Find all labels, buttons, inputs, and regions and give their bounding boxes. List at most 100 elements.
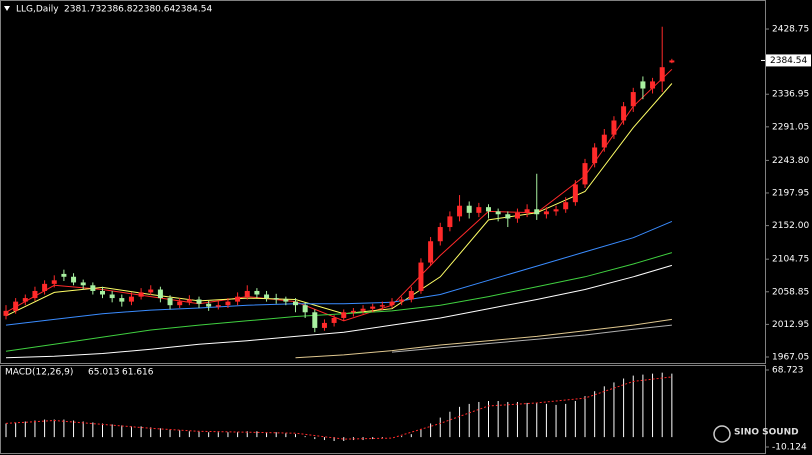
candle-body (428, 241, 434, 263)
candle-body (350, 310, 356, 313)
current-price-box (766, 54, 811, 67)
candle-body (80, 282, 86, 286)
signal-line (5, 376, 672, 440)
candle-body (157, 289, 163, 299)
candle-body (447, 216, 453, 228)
candle-body (32, 290, 38, 299)
y-tick-label: 2152.00 (772, 221, 809, 231)
candle-body (582, 163, 588, 185)
candle-body (293, 301, 298, 306)
candle-body (418, 262, 424, 291)
chart-title: LLG,Daily (16, 5, 59, 15)
candle-body (264, 294, 270, 299)
current-price-label: 2384.54 (770, 56, 807, 66)
candle-body (321, 322, 327, 328)
y-tick-label: 2104.75 (772, 255, 809, 265)
candle-body (138, 292, 144, 297)
candle-body (379, 305, 385, 307)
candle-body (572, 184, 578, 203)
open-value: 2381.73 (64, 5, 101, 15)
candle-body (312, 312, 318, 328)
candle-body (466, 205, 472, 213)
y-tick-label: 2058.85 (772, 287, 809, 297)
candle-body (592, 147, 598, 164)
y-tick-label: 2243.80 (772, 156, 809, 166)
moving-average (5, 264, 673, 359)
candle-body (457, 205, 463, 217)
candle-body (235, 296, 241, 302)
candle-body (100, 290, 105, 295)
y-tick-label: 1967.05 (772, 352, 809, 362)
candle-body (650, 81, 656, 89)
logo-icon (713, 425, 731, 443)
candle-body (42, 283, 48, 291)
candle-body (659, 67, 665, 82)
candle-body (370, 306, 376, 309)
candle-body (225, 301, 231, 306)
candle-body (495, 211, 501, 215)
moving-average (295, 318, 672, 359)
candle-body (71, 276, 77, 283)
moving-average (5, 68, 673, 322)
watermark: SINO SOUND (734, 428, 799, 438)
close-value: 2384.54 (175, 5, 212, 15)
candle-body (90, 285, 96, 291)
candle-body (399, 299, 405, 302)
candle-body (524, 209, 530, 213)
moving-average (5, 220, 673, 326)
candle-body (186, 299, 192, 302)
candle-body (148, 289, 154, 293)
candle-body (514, 212, 520, 219)
candle-body (389, 301, 395, 306)
candle-body (302, 305, 308, 313)
y-tick-label: 2197.95 (772, 188, 809, 198)
candle-body (505, 214, 511, 219)
y-tick-label: 2291.05 (772, 122, 809, 132)
y-tick-label: 2012.95 (772, 320, 809, 330)
candle-body (534, 209, 540, 215)
candle-body (611, 120, 617, 135)
candle-body (563, 202, 569, 210)
candle-body (669, 60, 675, 63)
candle-body (215, 305, 221, 307)
signal-value: 61.616 (122, 368, 154, 378)
price-frame (0, 0, 766, 364)
candle-body (543, 211, 549, 215)
candle-body (109, 294, 115, 299)
candle-body (360, 308, 366, 311)
candle-body (3, 310, 9, 316)
candle-body (476, 207, 482, 213)
moving-average (5, 83, 673, 317)
y-tick-label: 68.723 (772, 366, 804, 376)
y-tick-label: 2428.75 (772, 25, 809, 35)
candle-body (61, 273, 67, 277)
candle-body (331, 317, 337, 323)
candle-body (128, 296, 134, 302)
low-value: 2380.64 (138, 5, 175, 15)
window-marker (4, 6, 10, 11)
candle-body (22, 298, 28, 302)
candle-body (437, 227, 443, 242)
candle-body (167, 298, 173, 306)
candle-body (254, 290, 260, 295)
moving-average (391, 324, 672, 353)
y-tick-label: 2336.95 (772, 90, 809, 100)
candle-body (486, 207, 491, 212)
high-value: 2386.82 (101, 5, 138, 15)
macd-value: 65.013 (88, 368, 120, 378)
candle-body (13, 301, 19, 311)
candle-body (553, 209, 559, 212)
candle-body (273, 298, 279, 300)
candle-body (601, 134, 607, 148)
candle-body (408, 290, 414, 300)
candle-body (196, 299, 202, 304)
candle-body (630, 92, 636, 107)
candle-body (621, 106, 627, 121)
candle-body (341, 312, 347, 318)
y-tick-label: -10.124 (772, 443, 807, 453)
macd-title: MACD(12,26,9) (5, 368, 73, 378)
candle-body (51, 280, 57, 284)
candle-body (244, 290, 250, 297)
